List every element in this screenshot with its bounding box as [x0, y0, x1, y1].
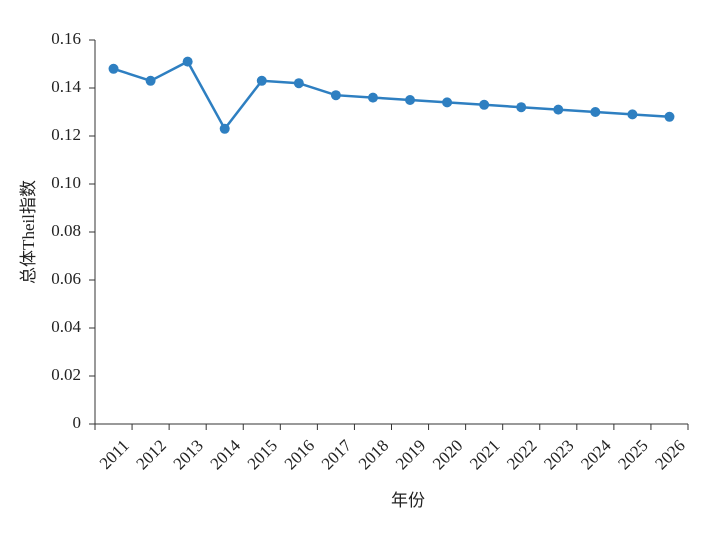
point [590, 107, 601, 117]
x-tick-label: 2022 [503, 436, 540, 473]
y-tick-label: 0.14 [51, 77, 81, 96]
point [442, 97, 453, 108]
x-tick-label: 2021 [466, 436, 503, 473]
y-tick-label: 0.12 [51, 125, 81, 144]
point [182, 56, 193, 67]
y-tick-label: 0.04 [51, 317, 81, 336]
y-tick-label: 0.06 [51, 269, 81, 288]
y-tick-label: 0.08 [51, 221, 81, 240]
point [516, 102, 527, 113]
x-tick-label: 2019 [392, 436, 429, 473]
x-tick-label: 2014 [207, 436, 245, 474]
point [219, 123, 230, 134]
point [293, 78, 304, 89]
x-tick-label: 2012 [132, 436, 169, 473]
point [627, 109, 638, 120]
y-tick-label: 0.16 [51, 29, 81, 48]
point [108, 63, 119, 74]
point [145, 75, 156, 86]
y-tick-label: 0 [73, 413, 82, 432]
point [330, 90, 341, 101]
x-tick-label: 2020 [429, 436, 466, 473]
point [405, 95, 416, 105]
point [256, 75, 267, 86]
point [367, 92, 378, 103]
x-tick-label: 2023 [540, 436, 577, 473]
x-tick-label: 2017 [318, 436, 356, 474]
point [479, 99, 490, 110]
point [553, 104, 564, 115]
x-tick-label: 2016 [281, 436, 318, 473]
x-tick-label: 2015 [244, 436, 281, 473]
y-tick-label: 0.10 [51, 173, 81, 192]
x-tick-label: 2018 [355, 436, 392, 473]
x-tick-label: 2013 [169, 436, 206, 473]
x-tick-label: 2024 [577, 436, 615, 474]
x-tick-label: 2011 [96, 436, 133, 473]
y-axis-title: 总体Theil指数 [19, 180, 38, 284]
x-tick-label: 2025 [614, 436, 651, 473]
point [664, 111, 675, 122]
x-tick-label: 2026 [651, 436, 688, 473]
x-axis-title: 年份 [391, 491, 425, 510]
y-tick-label: 0.02 [51, 365, 81, 384]
line [113, 59, 670, 132]
